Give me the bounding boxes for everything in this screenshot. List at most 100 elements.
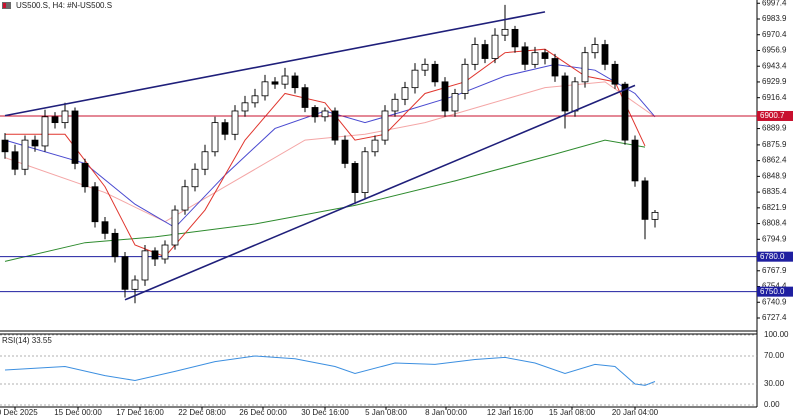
candle-body — [631, 139, 639, 182]
y-tick-label: 6740.9 — [762, 297, 787, 306]
candle-body — [131, 279, 139, 290]
candle-body — [341, 139, 349, 164]
candle-body — [171, 209, 179, 246]
candle-body — [291, 75, 299, 89]
candle-body — [141, 250, 149, 281]
candle-body — [331, 110, 339, 141]
candle-body — [391, 98, 399, 112]
level-label: 6900.7 — [760, 111, 785, 120]
candle-body — [461, 63, 469, 94]
rsi-line — [4, 355, 656, 386]
candle-body — [281, 75, 289, 85]
moving-average — [5, 48, 646, 258]
candle-body — [421, 63, 429, 71]
candle-body — [361, 151, 369, 193]
candle-body — [321, 110, 329, 118]
y-tick-label: 6862.4 — [762, 156, 787, 165]
candle-body — [551, 58, 559, 77]
candle-body — [181, 186, 189, 211]
candle-body — [221, 122, 229, 135]
candle-body — [101, 221, 109, 234]
level-label-box — [757, 110, 793, 121]
y-tick-label: 6943.4 — [762, 61, 787, 70]
candle-body — [241, 102, 249, 112]
x-tick-label: 5 Jan 08:00 — [365, 408, 407, 417]
candle-body — [301, 87, 309, 108]
y-tick-label: 6808.4 — [762, 219, 787, 228]
candle-body — [1, 139, 9, 153]
x-tick-label: 10 Dec 2025 — [0, 408, 38, 417]
candle-body — [151, 250, 159, 260]
candle-body — [261, 81, 269, 97]
candle-body — [381, 110, 389, 141]
candle-body — [521, 46, 529, 65]
y-tick-label: 100.00 — [764, 330, 789, 339]
x-tick-label: 15 Jan 08:00 — [549, 408, 596, 417]
moving-average — [4, 139, 646, 262]
trendline — [124, 84, 636, 301]
y-tick-label: 6983.9 — [762, 14, 787, 23]
candle-body — [511, 28, 519, 48]
candle-body — [81, 163, 89, 188]
level-label: 6750.0 — [760, 287, 785, 296]
candle-body — [91, 186, 99, 223]
moving-average — [4, 81, 656, 223]
candle-body — [571, 81, 579, 112]
chart-title: US500.S, H4: #N-US500.S — [16, 1, 112, 10]
x-tick-label: 15 Dec 00:00 — [54, 408, 102, 417]
x-tick-label: 26 Dec 00:00 — [239, 408, 287, 417]
y-tick-label: 6929.9 — [762, 77, 787, 86]
x-tick-label: 8 Jan 00:00 — [425, 408, 467, 417]
y-tick-label: 6835.4 — [762, 187, 787, 196]
level-label-box — [757, 286, 793, 297]
candle-body — [481, 44, 489, 59]
candle-body — [351, 163, 359, 193]
candle-body — [251, 95, 259, 104]
y-tick-label: 6767.9 — [762, 266, 787, 275]
y-tick-label: 6875.9 — [762, 140, 787, 149]
candle-body — [371, 139, 379, 153]
y-tick-label: 6970.4 — [762, 30, 787, 39]
x-tick-label: 30 Dec 16:00 — [301, 408, 349, 417]
candle-body — [411, 69, 419, 89]
y-tick-label: 6916.4 — [762, 93, 787, 102]
candle-body — [581, 52, 589, 83]
y-tick-label: 6794.9 — [762, 234, 787, 243]
candle-body — [191, 168, 199, 188]
candle-body — [651, 211, 659, 220]
candle-body — [11, 151, 19, 170]
candle-body — [621, 83, 629, 141]
candle-body — [111, 232, 119, 258]
candle-body — [311, 107, 319, 118]
y-tick-label: 6956.9 — [762, 46, 787, 55]
candle-body — [41, 116, 49, 147]
candle-body — [51, 116, 59, 124]
candle-body — [231, 110, 239, 135]
candle-body — [271, 81, 279, 85]
candle-body — [31, 139, 39, 147]
candle-body — [501, 28, 509, 36]
moving-average — [4, 63, 656, 229]
y-tick-label: 70.00 — [764, 351, 785, 360]
candle-body — [211, 122, 219, 153]
candle-body — [61, 110, 69, 124]
candle-body — [611, 63, 619, 85]
x-tick-label: 12 Jan 16:00 — [487, 408, 534, 417]
candle-body — [561, 75, 569, 112]
y-tick-label: 6754.4 — [762, 282, 787, 291]
y-tick-label: 0.00 — [764, 400, 780, 409]
candle-body — [471, 44, 479, 65]
candle-body — [121, 256, 129, 290]
x-tick-label: 22 Dec 08:00 — [178, 408, 226, 417]
candle-body — [491, 34, 499, 59]
candle-body — [71, 110, 79, 164]
candle-body — [531, 52, 539, 65]
candle-body — [641, 180, 649, 220]
candle-body — [21, 139, 29, 170]
symbol-icon — [3, 3, 6, 8]
trendline — [4, 11, 546, 117]
level-label-box — [757, 251, 793, 262]
x-tick-label: 20 Jan 04:00 — [612, 408, 659, 417]
symbol-icon — [2, 2, 11, 9]
